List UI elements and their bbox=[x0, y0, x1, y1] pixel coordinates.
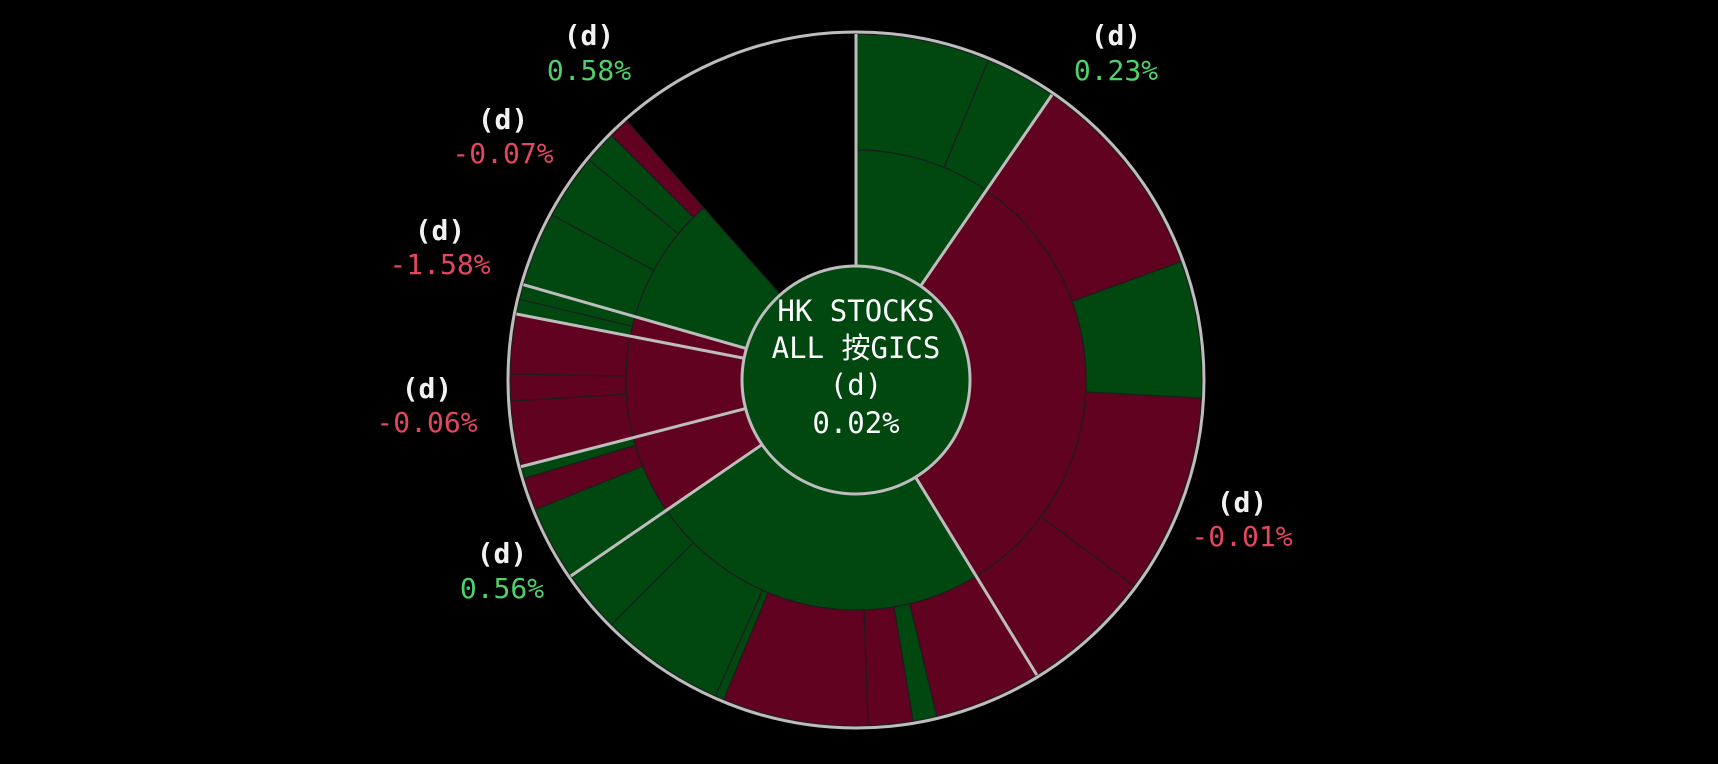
sector-label-name: (d) bbox=[1091, 19, 1142, 52]
sector-label-change: 0.23% bbox=[1074, 54, 1158, 87]
sector-label-name: (d) bbox=[478, 103, 529, 136]
sector-label-name: (d) bbox=[564, 19, 615, 52]
sector-separator bbox=[522, 283, 747, 351]
sector-label-name: (d) bbox=[402, 372, 453, 405]
center-name: (d) bbox=[830, 368, 882, 402]
sector-label-change: -0.07% bbox=[452, 137, 553, 170]
segments-layer bbox=[509, 33, 1203, 727]
sector-label-name: (d) bbox=[1217, 486, 1268, 519]
center-title-line1: HK STOCKS bbox=[777, 294, 934, 328]
separators-layer bbox=[516, 34, 1054, 676]
sector-label-name: (d) bbox=[477, 537, 528, 570]
sector-label-change: -1.58% bbox=[389, 248, 490, 281]
sector-separator bbox=[919, 94, 1054, 287]
sector-label-change: 0.56% bbox=[460, 572, 544, 605]
center-disc bbox=[740, 264, 972, 496]
sector-separator bbox=[570, 443, 763, 578]
center-node[interactable]: HK STOCKS ALL 按GICS (d) 0.02% bbox=[740, 264, 972, 496]
sector-label-change: 0.58% bbox=[547, 54, 631, 87]
sector-separator bbox=[516, 312, 745, 360]
sector-separator bbox=[914, 476, 1039, 676]
sector-ring-layer bbox=[625, 149, 1087, 611]
center-change: 0.02% bbox=[812, 406, 899, 440]
sector-label-change: -0.06% bbox=[376, 406, 477, 439]
sector-label-change: -0.01% bbox=[1191, 520, 1292, 553]
sector-labels: (d)0.23%(d)-0.01%(d)0.56%(d)-0.06%(d)-1.… bbox=[376, 19, 1292, 605]
center-title-line2: ALL 按GICS bbox=[772, 331, 941, 365]
sector-separator bbox=[520, 407, 747, 469]
outer-ring bbox=[506, 30, 1206, 730]
sector-label-name: (d) bbox=[415, 214, 466, 247]
